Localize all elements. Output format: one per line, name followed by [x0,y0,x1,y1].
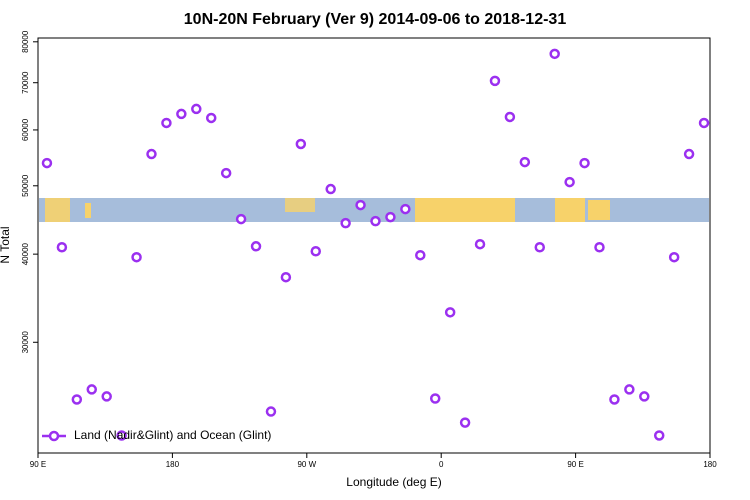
data-point [668,251,680,263]
x-axis-label: Longitude (deg E) [346,475,441,489]
data-point [131,251,142,263]
y-axis-label: N Total [0,226,12,263]
data-point [116,430,127,441]
chart-title: 10N-20N February (Ver 9) 2014-09-06 to 2… [184,11,567,28]
data-point [429,393,441,404]
legend-label: Land (Nadir&Glint) and Ocean (Glint) [74,428,271,442]
data-point [176,108,187,120]
x-tick-label: 90 E [30,460,46,469]
data-point [459,417,471,428]
data-point [624,384,635,395]
data-point [235,213,247,225]
data-point [698,117,710,129]
data-point [355,199,366,211]
data-point [385,211,396,223]
data-point [489,75,501,87]
data-point [579,157,590,169]
y-tick-label: 60000 [21,118,30,141]
y-tick-label: 30000 [21,331,30,354]
data-point [639,391,650,402]
data-point [594,242,605,253]
x-tick-label: 180 [166,460,180,469]
data-point [41,157,53,169]
data-point [191,103,202,115]
data-point [295,138,307,150]
y-tick-label: 70000 [21,71,30,94]
x-tick-label: 90 W [297,460,316,469]
legend-marker [48,430,60,442]
y-tick-label: 80000 [21,30,30,53]
data-point [220,167,232,179]
data-point [101,391,112,402]
data-point [146,148,157,160]
plot-frame [37,37,711,454]
data-point [683,148,695,160]
data-point [250,241,262,252]
data-point [161,117,172,129]
data-point [504,111,516,123]
data-point [564,176,575,188]
map-strip [39,198,709,222]
data-point [519,156,531,168]
data-point [56,242,68,253]
data-point [340,217,351,229]
x-tick-label: 90 E [567,460,583,469]
data-point [71,394,83,405]
y-tick-label: 40000 [21,242,30,265]
data-point [325,183,336,195]
data-point [205,112,217,124]
data-point [280,271,292,283]
data-point [549,48,560,60]
data-point [370,215,381,227]
data-point [265,406,277,417]
data-point [474,238,486,250]
x-tick-label: 180 [703,460,717,469]
y-tick-label: 50000 [21,174,30,197]
x-tick-label: 0 [439,460,444,469]
data-point [415,249,426,261]
data-point [86,384,98,395]
data-point [444,307,456,318]
data-point [653,430,665,441]
data-point [534,242,546,253]
data-point [400,203,411,215]
data-point [609,394,620,405]
data-point [310,245,322,257]
